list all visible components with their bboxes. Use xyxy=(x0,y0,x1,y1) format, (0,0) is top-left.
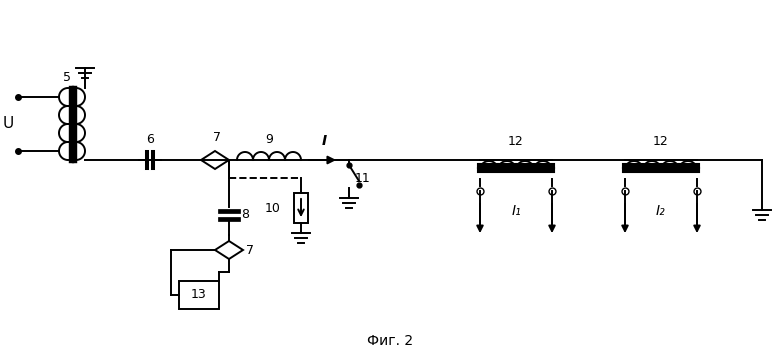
Text: 7: 7 xyxy=(213,131,221,144)
Text: I: I xyxy=(321,134,327,148)
Text: 6: 6 xyxy=(146,133,154,146)
Text: 9: 9 xyxy=(265,133,273,146)
Text: 7: 7 xyxy=(246,243,254,256)
Text: 11: 11 xyxy=(355,172,370,185)
Text: 12: 12 xyxy=(508,135,524,148)
Text: 10: 10 xyxy=(265,201,281,214)
Text: 13: 13 xyxy=(191,289,207,302)
Bar xyxy=(179,281,219,309)
Text: I₂: I₂ xyxy=(656,204,666,218)
Text: 12: 12 xyxy=(653,135,669,148)
Bar xyxy=(294,193,308,223)
Text: 8: 8 xyxy=(241,209,249,222)
Text: 5: 5 xyxy=(63,71,71,84)
Text: I₁: I₁ xyxy=(511,204,521,218)
Text: Фиг. 2: Фиг. 2 xyxy=(367,334,413,348)
Text: U: U xyxy=(2,117,13,131)
